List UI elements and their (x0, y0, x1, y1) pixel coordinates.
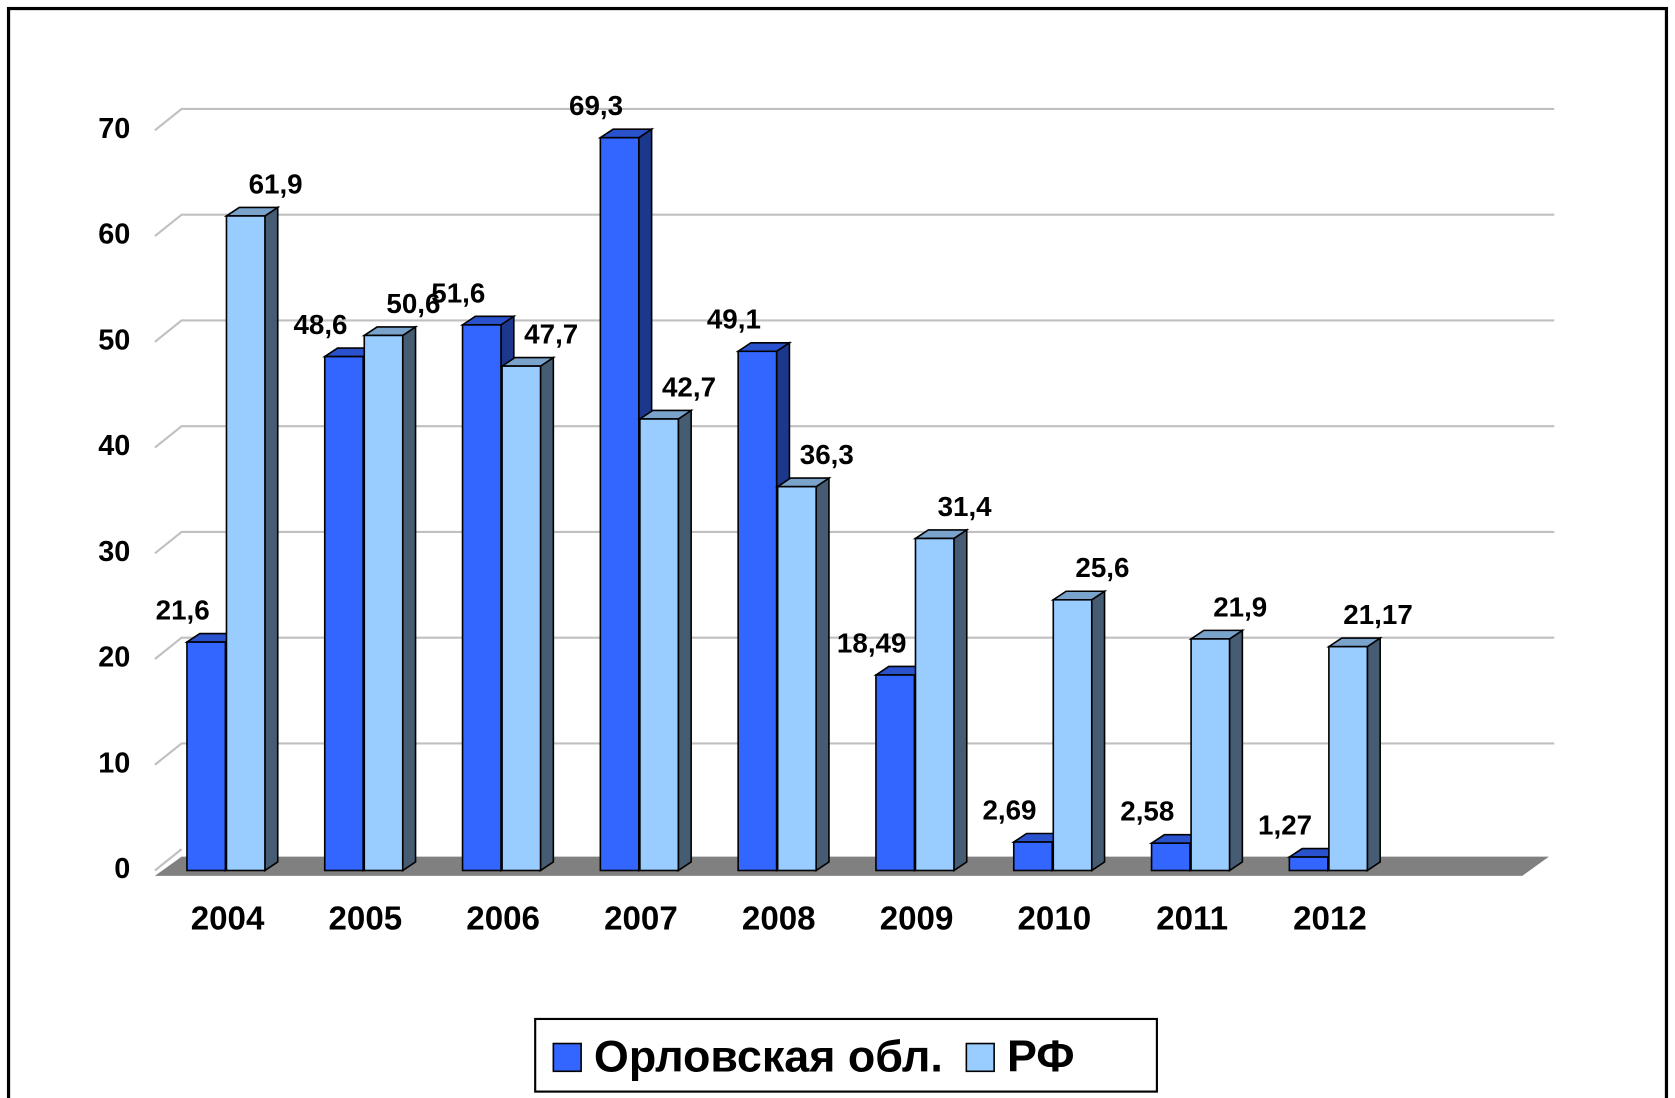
bar (637, 408, 694, 872)
x-tick-label: 2005 (329, 900, 403, 937)
grid-line (154, 213, 1555, 237)
data-label: 36,3 (800, 439, 854, 470)
bar-front (1052, 598, 1093, 872)
y-tick-label: 20 (98, 642, 130, 674)
bar (499, 356, 556, 872)
x-tick-label: 2008 (742, 900, 816, 937)
y-tick-label: 10 (98, 747, 130, 779)
legend-swatch (552, 1042, 582, 1073)
bar-front (186, 641, 227, 872)
bar-front (776, 485, 817, 872)
bar-front (501, 365, 542, 872)
bar-front (1328, 645, 1369, 872)
bar-front (875, 674, 916, 872)
grid-line (154, 319, 1555, 343)
bar-front (461, 324, 502, 872)
x-tick-label: 2012 (1293, 900, 1367, 937)
bar-front (1150, 842, 1191, 872)
data-label: 61,9 (249, 168, 303, 199)
bar-side (1366, 636, 1381, 872)
data-label: 31,4 (938, 491, 993, 522)
bar-side (953, 528, 968, 872)
bars (184, 127, 1383, 872)
data-label: 69,3 (569, 90, 623, 121)
grid-line (154, 107, 1555, 132)
grid-line (154, 530, 1555, 555)
bar-side (401, 325, 417, 872)
data-label: 21,6 (156, 595, 210, 626)
bar-front (225, 215, 266, 872)
data-label: 25,6 (1075, 552, 1129, 583)
y-tick-label: 60 (98, 219, 130, 251)
data-label: 2,58 (1120, 796, 1174, 827)
bar-side (1228, 628, 1244, 872)
x-tick-label: 2007 (604, 900, 678, 937)
bar-front (1288, 856, 1329, 872)
y-tick-label: 50 (98, 324, 130, 356)
y-tick-label: 70 (98, 113, 130, 145)
y-tick-label: 0 (114, 853, 130, 885)
bar-side (264, 205, 279, 872)
data-label: 18,49 (837, 627, 906, 658)
bar-front (599, 136, 640, 872)
bar-front (1190, 638, 1231, 872)
bar-side (1090, 589, 1106, 872)
x-tick-label: 2011 (1156, 900, 1228, 937)
legend-label: РФ (1007, 1030, 1075, 1081)
bar (1326, 636, 1383, 872)
data-label: 21,17 (1343, 599, 1412, 630)
data-label: 49,1 (707, 304, 761, 335)
legend-label: Орловская обл. (594, 1030, 943, 1081)
bar (775, 476, 832, 872)
x-tick-label: 2006 (466, 900, 540, 937)
bar-front (639, 418, 680, 872)
data-label: 21,9 (1213, 591, 1267, 622)
bar (361, 325, 419, 872)
bar-front (363, 334, 404, 872)
legend (534, 1017, 1158, 1093)
data-label: 47,7 (524, 319, 578, 350)
x-tick-label: 2004 (191, 900, 265, 937)
bar-front (737, 350, 778, 872)
bar (223, 205, 281, 872)
bar-side (539, 356, 555, 872)
grid-line (154, 425, 1555, 449)
bar-front (1012, 841, 1054, 872)
bar-side (815, 476, 830, 872)
data-label: 1,27 (1258, 809, 1312, 840)
bar-side (677, 408, 692, 872)
data-label: 2,69 (982, 794, 1036, 825)
bar (1050, 589, 1108, 872)
bar (912, 528, 970, 872)
x-tick-label: 2009 (880, 900, 954, 937)
data-label: 42,7 (662, 371, 716, 402)
bar-front (323, 355, 365, 872)
labels: 0 10 20 30 40 50 60 70 2004 21,6 61,9 2005 48,6 50,6 2… (98, 90, 1413, 937)
bar (1188, 628, 1246, 872)
y-tick-label: 30 (98, 536, 130, 568)
axis-line (154, 848, 183, 872)
legend-swatch (965, 1042, 995, 1073)
x-tick-label: 2010 (1018, 900, 1092, 937)
data-label: 50,6 (386, 288, 440, 319)
bar-front (914, 537, 955, 872)
data-label: 51,6 (431, 277, 485, 308)
chart-border (6, 6, 1669, 1098)
y-tick-label: 40 (98, 430, 130, 462)
data-label: 48,6 (293, 309, 347, 340)
